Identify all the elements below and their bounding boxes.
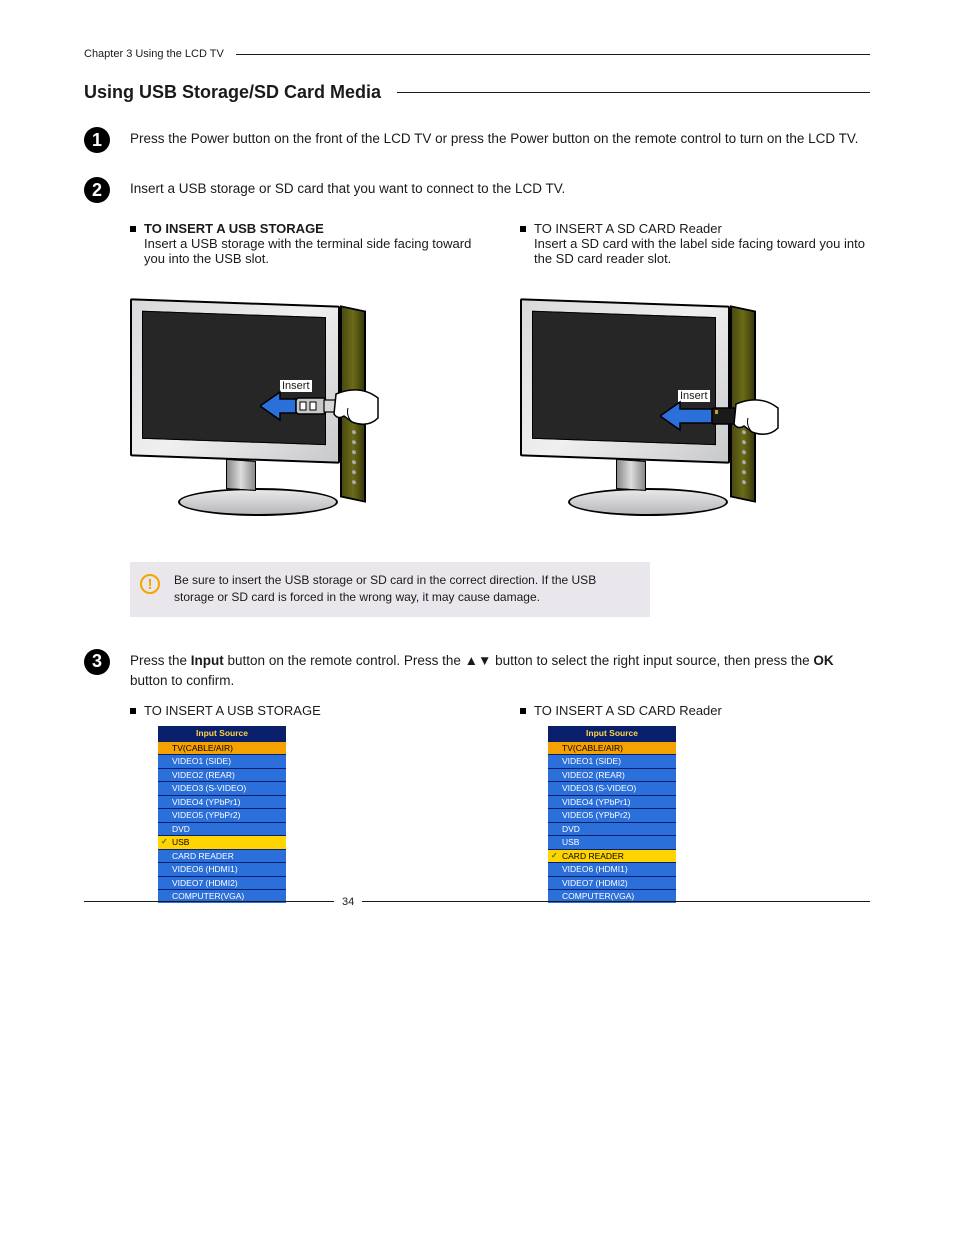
menu-row: VIDEO2 (REAR) xyxy=(158,768,286,782)
sd-insert-arrow-icon xyxy=(660,398,780,448)
menu-row: CARD READER xyxy=(158,849,286,863)
step-2: 2 Insert a USB storage or SD card that y… xyxy=(84,179,870,203)
menu-row: VIDEO3 (S-VIDEO) xyxy=(548,781,676,795)
step-2-text: Insert a USB storage or SD card that you… xyxy=(130,179,870,199)
step-1: 1 Press the Power button on the front of… xyxy=(84,129,870,153)
usb-heading: TO INSERT A USB STORAGE Insert a USB sto… xyxy=(130,221,480,266)
menu-row: VIDEO1 (SIDE) xyxy=(548,754,676,768)
menu-row: TV(CABLE/AIR) xyxy=(158,741,286,755)
sd-menu-heading: TO INSERT A SD CARD Reader xyxy=(520,703,870,718)
section-title-row: Using USB Storage/SD Card Media xyxy=(84,82,870,103)
chapter-label: Chapter 3 Using the LCD TV xyxy=(84,48,224,60)
ok-key-label: OK xyxy=(813,653,833,668)
tv-illustration-sd: Insert xyxy=(520,302,770,532)
menu-row: VIDEO4 (YPbPr1) xyxy=(158,795,286,809)
footer-rule xyxy=(362,901,870,902)
usb-title: TO INSERT A USB STORAGE xyxy=(144,221,324,236)
section-title: Using USB Storage/SD Card Media xyxy=(84,82,381,103)
sd-menu-title: TO INSERT A SD CARD Reader xyxy=(534,703,722,718)
menu-row: DVD xyxy=(548,822,676,836)
menu-row: VIDEO7 (HDMI2) xyxy=(158,876,286,890)
menu-row: VIDEO7 (HDMI2) xyxy=(548,876,676,890)
warning-text: Be sure to insert the USB storage or SD … xyxy=(174,572,636,607)
step-3-text: Press the Input button on the remote con… xyxy=(130,651,870,692)
step-number-icon: 3 xyxy=(84,649,110,675)
menu-row: VIDEO3 (S-VIDEO) xyxy=(158,781,286,795)
usb-column: TO INSERT A USB STORAGE Insert a USB sto… xyxy=(130,221,480,532)
square-bullet-icon xyxy=(130,226,136,232)
input-source-menu-usb: Input SourceTV(CABLE/AIR)VIDEO1 (SIDE)VI… xyxy=(158,726,286,903)
menu-row: VIDEO6 (HDMI1) xyxy=(158,862,286,876)
usb-menu-title: TO INSERT A USB STORAGE xyxy=(144,703,321,718)
usb-menu-heading: TO INSERT A USB STORAGE xyxy=(130,703,480,718)
warning-icon: ! xyxy=(140,574,160,594)
usb-instruction: Insert a USB storage with the terminal s… xyxy=(144,236,471,266)
check-icon: ✓ xyxy=(551,852,558,860)
section-rule xyxy=(397,92,870,93)
page-footer: 34 xyxy=(84,895,870,907)
check-icon: ✓ xyxy=(161,838,168,846)
menu-row: DVD xyxy=(158,822,286,836)
usb-menu-column: TO INSERT A USB STORAGE Input SourceTV(C… xyxy=(130,703,480,903)
menu-row: VIDEO5 (YPbPr2) xyxy=(548,808,676,822)
menu-row: VIDEO6 (HDMI1) xyxy=(548,862,676,876)
square-bullet-icon xyxy=(130,708,136,714)
sd-instruction: Insert a SD card with the label side fac… xyxy=(534,236,865,266)
page-header: Chapter 3 Using the LCD TV xyxy=(84,48,870,60)
square-bullet-icon xyxy=(520,226,526,232)
header-rule xyxy=(236,54,870,55)
menu-row: VIDEO5 (YPbPr2) xyxy=(158,808,286,822)
menu-row: TV(CABLE/AIR) xyxy=(548,741,676,755)
menu-header: Input Source xyxy=(548,726,676,741)
step-number-icon: 2 xyxy=(84,177,110,203)
menu-row: VIDEO2 (REAR) xyxy=(548,768,676,782)
menu-row: ✓CARD READER xyxy=(548,849,676,863)
menu-row: USB xyxy=(548,835,676,849)
warning-box: ! Be sure to insert the USB storage or S… xyxy=(130,562,650,617)
sd-heading: TO INSERT A SD CARD Reader Insert a SD c… xyxy=(520,221,870,266)
sd-menu-column: TO INSERT A SD CARD Reader Input SourceT… xyxy=(520,703,870,903)
sd-column: TO INSERT A SD CARD Reader Insert a SD c… xyxy=(520,221,870,532)
step-1-text: Press the Power button on the front of t… xyxy=(130,129,870,149)
step-2-subcolumns: TO INSERT A USB STORAGE Insert a USB sto… xyxy=(130,221,870,532)
footer-rule xyxy=(84,901,334,902)
menu-row: VIDEO1 (SIDE) xyxy=(158,754,286,768)
menu-row: ✓USB xyxy=(158,835,286,849)
arrow-keys-label: ▲▼ xyxy=(465,653,492,668)
step-3: 3 Press the Input button on the remote c… xyxy=(84,651,870,692)
menu-header: Input Source xyxy=(158,726,286,741)
square-bullet-icon xyxy=(520,708,526,714)
tv-illustration-usb: Insert xyxy=(130,302,380,532)
input-menu-columns: TO INSERT A USB STORAGE Input SourceTV(C… xyxy=(130,703,870,903)
menu-row: VIDEO4 (YPbPr1) xyxy=(548,795,676,809)
input-source-menu-sd: Input SourceTV(CABLE/AIR)VIDEO1 (SIDE)VI… xyxy=(548,726,676,903)
step-number-icon: 1 xyxy=(84,127,110,153)
usb-insert-arrow-icon xyxy=(260,388,380,438)
page-number: 34 xyxy=(334,896,362,908)
input-key-label: Input xyxy=(191,653,224,668)
sd-title: TO INSERT A SD CARD Reader xyxy=(534,221,722,236)
